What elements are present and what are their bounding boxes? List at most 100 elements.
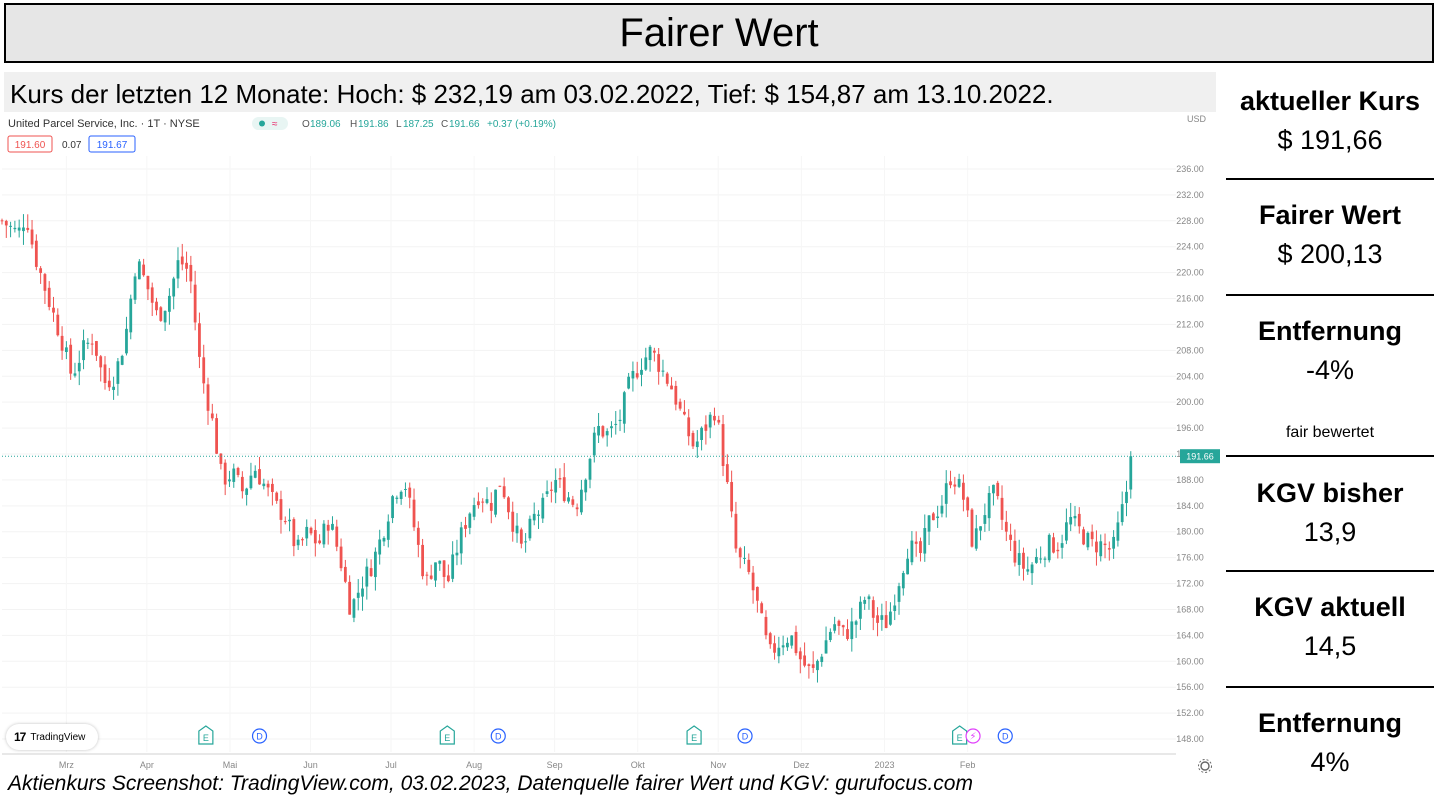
candle (618, 409, 622, 432)
y-tick-label: 176.00 (1176, 553, 1204, 563)
candle (356, 579, 360, 611)
candle (575, 503, 579, 517)
candle-body (77, 362, 81, 372)
earnings-event-icon[interactable]: E (952, 725, 968, 745)
candle-body (1043, 558, 1047, 560)
candle (678, 398, 682, 411)
candle-body (580, 489, 583, 513)
candle (472, 497, 476, 521)
candle-body (773, 643, 776, 653)
candle (781, 635, 785, 656)
candle (146, 275, 150, 301)
candle-body (695, 441, 699, 448)
y-tick-label: 232.00 (1176, 190, 1204, 200)
tradingview-logo-text: TradingView (30, 731, 86, 743)
earnings-event-icon[interactable]: E (439, 725, 455, 745)
candle-body (755, 586, 759, 601)
settings-gear-icon[interactable] (1198, 759, 1212, 773)
candle (700, 426, 703, 451)
candle-body (906, 558, 909, 575)
candle-body (640, 369, 643, 375)
candle-body (107, 380, 111, 388)
distance-block: Entfernung -4% (1226, 316, 1434, 386)
svg-text:D: D (1002, 732, 1009, 742)
candle-body (1129, 456, 1133, 490)
tradingview-logo[interactable]: 17 TradingView (6, 724, 98, 750)
svg-text:E: E (691, 733, 697, 743)
candle (850, 607, 854, 652)
stock-chart[interactable]: 148.00 152.00 156.00 160.00 164.00 168.00 172.… (0, 112, 1220, 776)
chart-toggle-pill[interactable]: ≈ (252, 117, 288, 130)
candle-body (597, 425, 600, 436)
candlestick-chart-svg[interactable]: 148.00 152.00 156.00 160.00 164.00 168.00 172.… (0, 112, 1220, 776)
currency-label[interactable]: USD (1187, 114, 1207, 124)
candle (270, 478, 274, 506)
valuation-assessment: fair bewertet (1285, 424, 1375, 441)
candle-body (992, 484, 995, 494)
candle (953, 476, 957, 495)
candle (498, 485, 502, 488)
candle-body (485, 499, 489, 503)
candle (180, 243, 184, 271)
candle (820, 653, 824, 667)
candle-body (554, 479, 558, 493)
candle-body (524, 541, 528, 543)
candle-body (610, 426, 613, 429)
candle-body (931, 513, 935, 521)
candle-body (721, 424, 725, 466)
candle-body (1086, 532, 1090, 548)
candle-body (919, 541, 922, 554)
panel-divider (1226, 686, 1434, 688)
dividend-event-icon[interactable]: D (737, 728, 753, 744)
candle-body (210, 413, 214, 419)
candle-body (270, 483, 274, 492)
candle-body (537, 514, 540, 516)
candle-body (828, 631, 832, 640)
candle-body (489, 502, 493, 511)
candle-body (369, 568, 373, 577)
candle (764, 610, 768, 640)
earnings-event-icon[interactable]: E (686, 725, 702, 745)
candle (43, 272, 47, 305)
candle (69, 338, 73, 380)
ohlc-open-label: O (302, 119, 310, 130)
candle-body (901, 573, 905, 589)
bid-box[interactable]: 191.60 (7, 135, 53, 153)
candle (1103, 533, 1107, 559)
candle (1022, 547, 1025, 581)
candle (26, 214, 30, 233)
candle-body (73, 373, 77, 376)
candle-body (833, 624, 837, 631)
candle (1116, 511, 1120, 547)
candle (502, 477, 506, 499)
candle-body (635, 373, 639, 378)
candle-body (0, 220, 4, 222)
candle-body (434, 562, 437, 581)
candle-body (584, 479, 588, 493)
candle (1129, 451, 1133, 499)
split-event-icon[interactable]: ⚡ (965, 728, 981, 744)
fair-value-block: Fairer Wert $ 200,13 (1226, 200, 1434, 270)
candle (155, 297, 158, 316)
dividend-event-icon[interactable]: D (490, 728, 506, 744)
candle-body (69, 344, 73, 374)
candle-body (313, 530, 317, 544)
candle-body (652, 350, 656, 353)
candle-body (1103, 543, 1107, 546)
candle (507, 496, 510, 520)
candle-body (163, 310, 167, 323)
candle-body (914, 541, 918, 544)
candle-body (301, 539, 304, 541)
ask-box[interactable]: 191.67 (88, 135, 136, 153)
x-tick-label: 2023 (875, 760, 895, 770)
dividend-event-icon[interactable]: D (251, 728, 268, 744)
dividend-event-icon[interactable]: D (997, 728, 1013, 744)
earnings-event-icon[interactable]: E (198, 725, 214, 745)
candle-body (674, 385, 678, 405)
candle-body (627, 376, 631, 389)
candle (1065, 508, 1068, 545)
candle-body (455, 552, 459, 556)
candle (185, 251, 188, 282)
candle (176, 247, 180, 289)
candle (1009, 523, 1013, 551)
